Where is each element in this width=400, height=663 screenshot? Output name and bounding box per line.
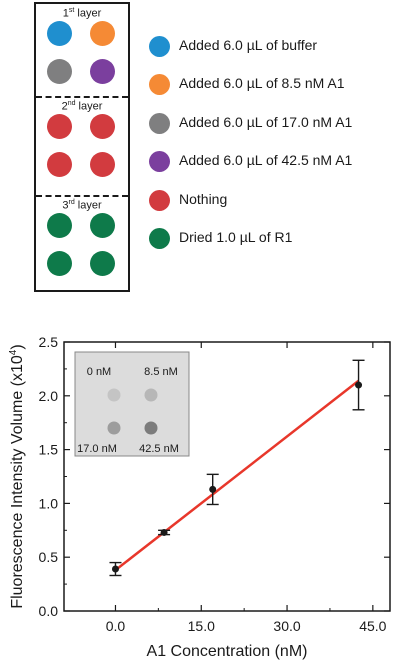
data-point [111, 565, 119, 573]
data-point [209, 485, 217, 493]
y-tick-label: 0.5 [39, 549, 59, 565]
x-axis-title: A1 Concentration (nM) [147, 643, 308, 660]
green-well-dot [90, 251, 115, 276]
legend-item: Added 6.0 µL of 17.0 nM A1 [145, 112, 395, 137]
orange-legend-dot [149, 74, 170, 96]
purple-legend-dot [149, 151, 170, 173]
y-tick-label: 2.5 [39, 334, 59, 350]
x-tick-label: 45.0 [359, 618, 386, 634]
inset-spot [107, 388, 121, 402]
inset-label: 8.5 nM [144, 366, 178, 378]
gray-legend-dot [149, 112, 170, 134]
data-point [355, 381, 363, 389]
layer-divider [36, 96, 128, 98]
purple-well-dot [90, 59, 115, 84]
red-well-dot [90, 152, 115, 177]
gray-well-dot [47, 59, 72, 84]
data-point [160, 528, 168, 536]
legend-item: Dried 1.0 µL of R1 [145, 228, 395, 252]
legend-label: Nothing [179, 190, 228, 207]
fluorescence-chart: 0.0 15.0 30.0 45.0 0.0 0.5 1.0 1.5 2.0 2.5 A1 Conc… [8, 334, 391, 660]
x-tick-label: 15.0 [188, 618, 215, 634]
fit-line [114, 379, 360, 572]
legend-label: Added 6.0 µL of 42.5 nM A1 [179, 152, 353, 169]
x-tick-label: 0.0 [106, 618, 126, 634]
inset-label: 17.0 nM [77, 443, 117, 455]
red-well-dot [47, 152, 72, 177]
legend-item: Nothing [145, 189, 395, 214]
inset-spot [144, 421, 158, 435]
y-tick-label: 1.5 [39, 442, 59, 458]
inset-image [74, 351, 190, 457]
inset-label: 0 nM [87, 366, 111, 378]
red-well-dot [47, 114, 72, 139]
legend-item: Added 6.0 µL of 8.5 nM A1 [145, 74, 395, 98]
layer-label: 1st layer [62, 7, 102, 20]
legend-label: Added 6.0 µL of buffer [179, 37, 318, 53]
inset-spot [144, 388, 158, 402]
layer-label: 2nd layer [61, 100, 103, 113]
layer-label: 3rd layer [62, 199, 102, 212]
legend-label: Added 6.0 µL of 17.0 nM A1 [179, 113, 353, 130]
y-tick-label: 0.0 [39, 603, 59, 619]
blue-well-dot [47, 21, 72, 46]
green-well-dot [47, 251, 72, 276]
y-axis-title: Fluorescence Intensity Volume (x104) [8, 344, 26, 608]
y-tick-label: 2.0 [39, 388, 59, 404]
red-legend-dot [149, 189, 170, 211]
layer-divider [36, 195, 128, 197]
legend-label: Dried 1.0 µL of R1 [179, 229, 293, 245]
inset-label: 42.5 nM [139, 443, 179, 455]
layer-diagram: 1st layer 2nd layer 3rd layer [34, 2, 130, 292]
x-tick-label: 30.0 [273, 618, 300, 634]
blue-legend-dot [149, 36, 170, 57]
green-well-dot [90, 213, 115, 238]
inset-spot [107, 421, 121, 435]
legend-item: Added 6.0 µL of buffer [145, 36, 395, 60]
orange-well-dot [90, 21, 115, 46]
legend-item: Added 6.0 µL of 42.5 nM A1 [145, 151, 395, 175]
legend-label: Added 6.0 µL of 8.5 nM A1 [179, 75, 345, 92]
green-well-dot [47, 213, 72, 238]
red-well-dot [90, 114, 115, 139]
green-legend-dot [149, 228, 170, 249]
y-tick-label: 1.0 [39, 495, 59, 511]
